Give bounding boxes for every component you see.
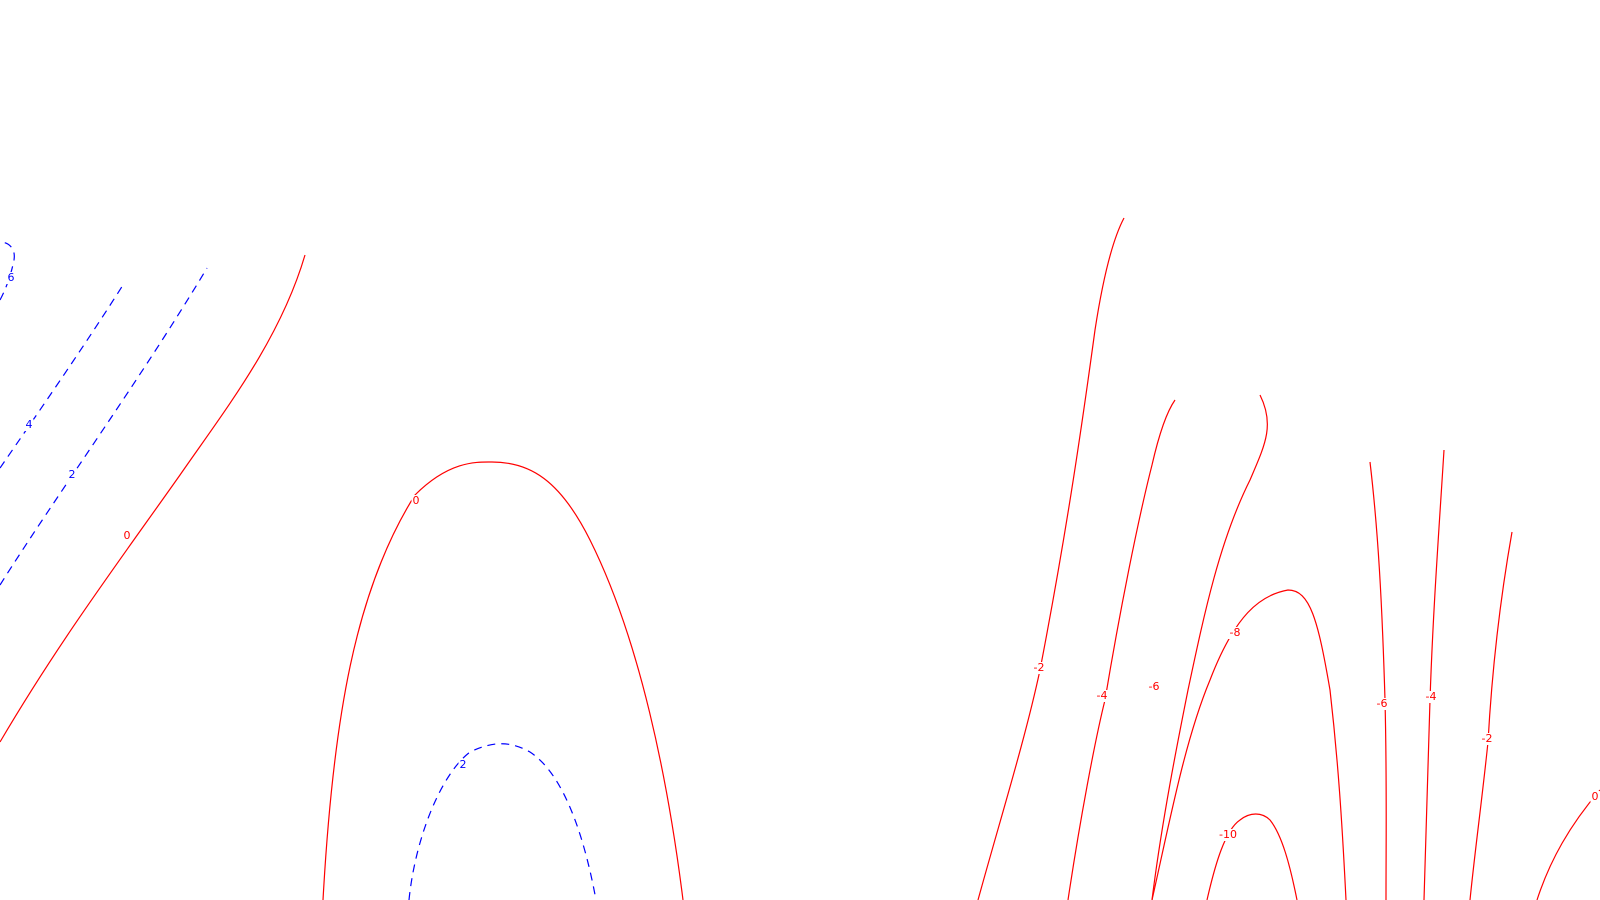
contour-line-neg8 (1151, 589, 1347, 900)
contour-label-background (6, 272, 16, 284)
contour-labels: 6 4 2 0 0 2 -2 -4 -6 -8 -10 -6 -4 -2 0 (6, 271, 1600, 841)
contour-line-2 (408, 743, 597, 900)
contour-label: 0 (1592, 790, 1599, 803)
contour-label-background (122, 530, 132, 542)
contour-label-background (1216, 829, 1240, 841)
contour-label: -2 (1034, 661, 1045, 674)
contour-line-2 (0, 267, 208, 586)
contour-label: 0 (124, 529, 131, 542)
contour-lines (0, 217, 1600, 900)
contour-label-background (1031, 662, 1047, 674)
contour-label-background (1590, 791, 1600, 803)
contour-label: 0 (413, 494, 420, 507)
contour-label: -6 (1377, 697, 1388, 710)
contour-line-neg6 (1369, 461, 1387, 900)
contour-line-0 (1536, 789, 1600, 900)
contour-label-background (411, 495, 421, 507)
contour-line-0 (322, 461, 684, 900)
contour-label-background (458, 759, 468, 771)
contour-label: 2 (460, 758, 467, 771)
contour-line-4 (0, 284, 124, 469)
contour-label-background (1227, 627, 1243, 639)
contour-label: -4 (1426, 690, 1437, 703)
contour-label-background (1146, 681, 1162, 693)
contour-line-neg2 (977, 217, 1125, 900)
contour-label-background (24, 419, 34, 431)
contour-label: 2 (69, 468, 76, 481)
contour-label: -4 (1097, 689, 1108, 702)
contour-label-background (1479, 733, 1495, 745)
contour-label-background (1374, 698, 1390, 710)
contour-label-background (67, 469, 77, 481)
contour-label-background (1423, 691, 1439, 703)
contour-label: -10 (1219, 828, 1237, 841)
contour-line-neg6 (1151, 394, 1268, 900)
contour-line-neg4 (1423, 449, 1445, 900)
contour-line-neg4 (1067, 399, 1176, 900)
contour-label: -8 (1230, 626, 1241, 639)
contour-label: -2 (1482, 732, 1493, 745)
contour-label: -6 (1149, 680, 1160, 693)
contour-label-background (1094, 690, 1110, 702)
contour-label: 4 (26, 418, 33, 431)
contour-line-0 (0, 254, 306, 743)
contour-line-6 (0, 241, 15, 301)
contour-line-neg10 (1206, 813, 1298, 900)
contour-label: 6 (8, 271, 15, 284)
contour-line-neg2 (1469, 531, 1513, 900)
